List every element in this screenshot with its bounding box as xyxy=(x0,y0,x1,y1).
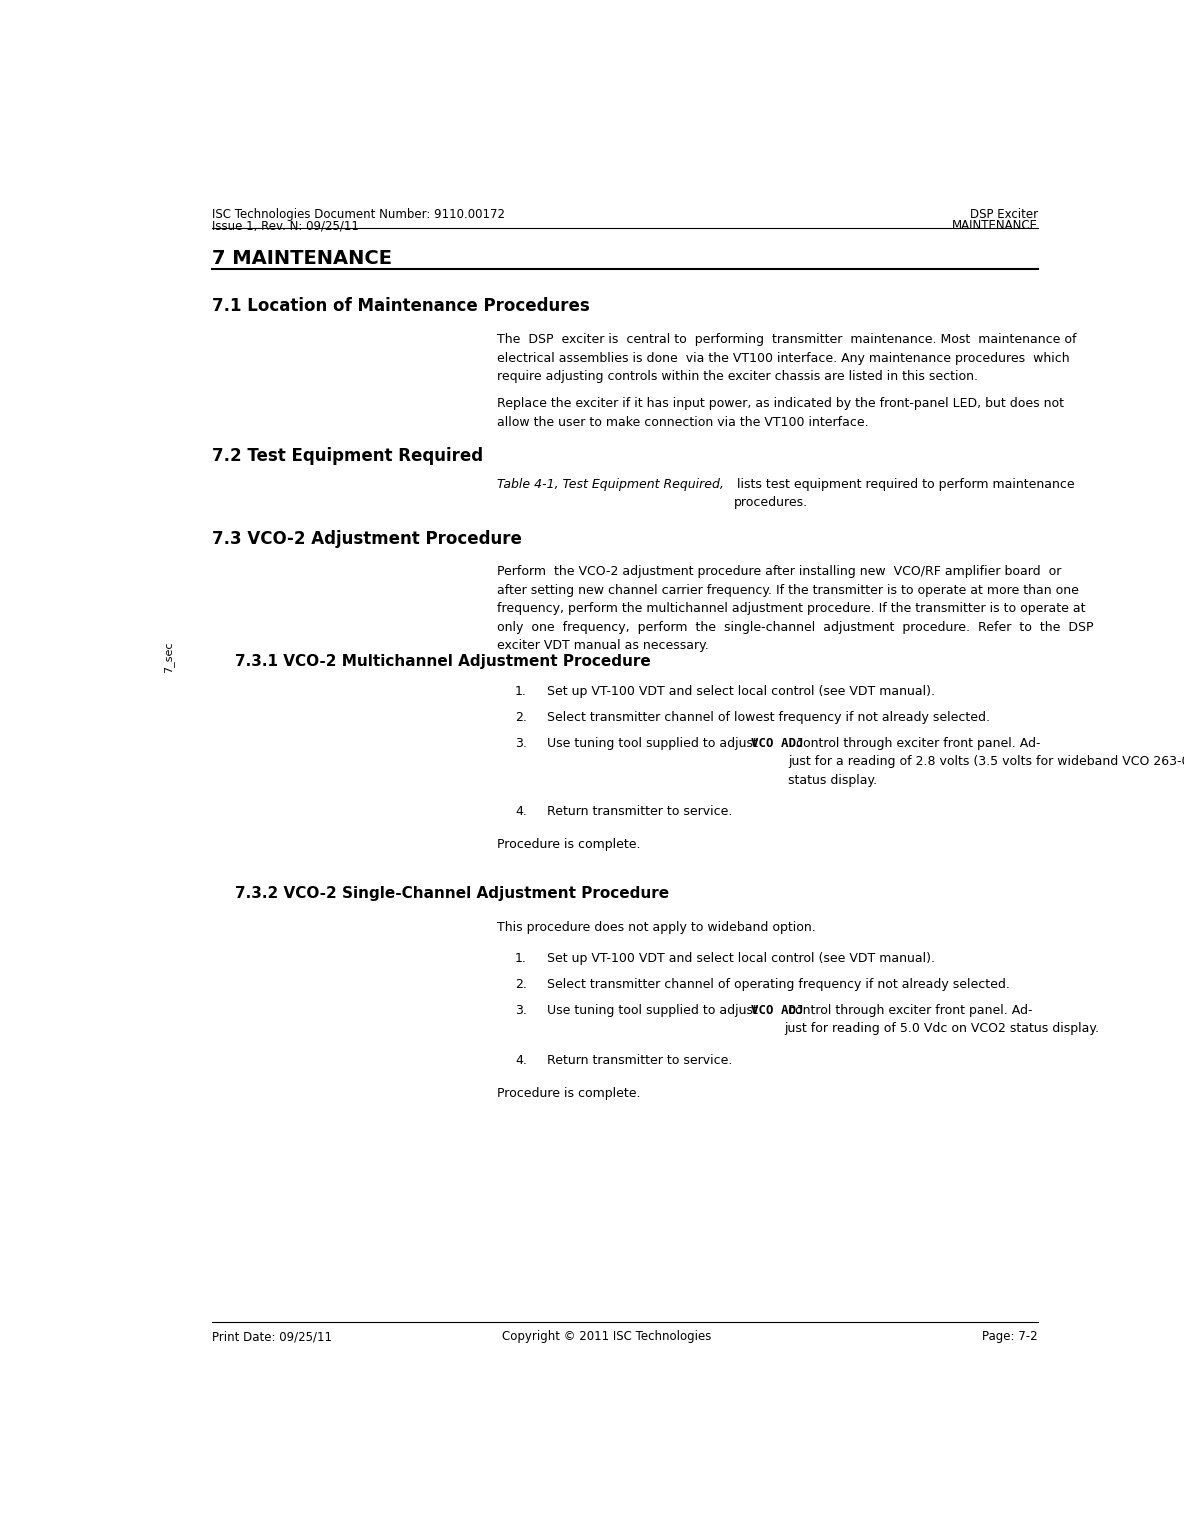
Text: 2.: 2. xyxy=(515,978,527,991)
Text: control through exciter front panel. Ad-
just for reading of 5.0 Vdc on VCO2 sta: control through exciter front panel. Ad-… xyxy=(784,1005,1099,1035)
Text: 2.: 2. xyxy=(515,711,527,723)
Text: 3.: 3. xyxy=(515,1005,527,1017)
Text: 7_sec: 7_sec xyxy=(162,642,174,673)
Text: lists test equipment required to perform maintenance
procedures.: lists test equipment required to perform… xyxy=(733,478,1075,508)
Text: DSP Exciter: DSP Exciter xyxy=(970,207,1038,221)
Text: control through exciter front panel. Ad-
just for a reading of 2.8 volts (3.5 vo: control through exciter front panel. Ad-… xyxy=(789,737,1184,786)
Text: Perform  the VCO-2 adjustment procedure after installing new  VCO/RF amplifier b: Perform the VCO-2 adjustment procedure a… xyxy=(497,565,1093,653)
Text: Table 4-1, Test Equipment Required,: Table 4-1, Test Equipment Required, xyxy=(497,478,723,490)
Text: 7.2 Test Equipment Required: 7.2 Test Equipment Required xyxy=(212,447,483,465)
Text: This procedure does not apply to wideband option.: This procedure does not apply to wideban… xyxy=(497,922,816,934)
Text: 7 MAINTENANCE: 7 MAINTENANCE xyxy=(212,249,392,269)
Text: Page: 7-2: Page: 7-2 xyxy=(983,1330,1038,1344)
Text: Set up VT-100 VDT and select local control (see VDT manual).: Set up VT-100 VDT and select local contr… xyxy=(547,952,935,965)
Text: Print Date: 09/25/11: Print Date: 09/25/11 xyxy=(212,1330,333,1344)
Text: The  DSP  exciter is  central to  performing  transmitter  maintenance. Most  ma: The DSP exciter is central to performing… xyxy=(497,333,1076,384)
Text: Set up VT-100 VDT and select local control (see VDT manual).: Set up VT-100 VDT and select local contr… xyxy=(547,685,935,697)
Text: ISC Technologies Document Number: 9110.00172: ISC Technologies Document Number: 9110.0… xyxy=(212,207,506,221)
Text: Copyright © 2011 ISC Technologies: Copyright © 2011 ISC Technologies xyxy=(502,1330,712,1344)
Text: Use tuning tool supplied to adjust: Use tuning tool supplied to adjust xyxy=(547,1005,762,1017)
Text: MAINTENANCE: MAINTENANCE xyxy=(952,220,1038,232)
Text: Select transmitter channel of lowest frequency if not already selected.: Select transmitter channel of lowest fre… xyxy=(547,711,990,723)
Text: Select transmitter channel of operating frequency if not already selected.: Select transmitter channel of operating … xyxy=(547,978,1010,991)
Text: Return transmitter to service.: Return transmitter to service. xyxy=(547,1054,733,1066)
Text: 3.: 3. xyxy=(515,737,527,750)
Text: Procedure is complete.: Procedure is complete. xyxy=(497,1087,641,1100)
Text: VCO ADJ: VCO ADJ xyxy=(751,1005,804,1017)
Text: 1.: 1. xyxy=(515,952,527,965)
Text: Procedure is complete.: Procedure is complete. xyxy=(497,839,641,851)
Text: 7.3.2 VCO-2 Single-Channel Adjustment Procedure: 7.3.2 VCO-2 Single-Channel Adjustment Pr… xyxy=(236,886,669,900)
Text: 4.: 4. xyxy=(515,1054,527,1066)
Text: VCO ADJ: VCO ADJ xyxy=(751,737,804,750)
Text: Issue 1, Rev. N: 09/25/11: Issue 1, Rev. N: 09/25/11 xyxy=(212,220,359,232)
Text: Use tuning tool supplied to adjust: Use tuning tool supplied to adjust xyxy=(547,737,762,750)
Text: 7.1 Location of Maintenance Procedures: 7.1 Location of Maintenance Procedures xyxy=(212,296,590,315)
Text: 7.3 VCO-2 Adjustment Procedure: 7.3 VCO-2 Adjustment Procedure xyxy=(212,530,522,548)
Text: 7.3.1 VCO-2 Multichannel Adjustment Procedure: 7.3.1 VCO-2 Multichannel Adjustment Proc… xyxy=(236,654,651,668)
Text: Replace the exciter if it has input power, as indicated by the front-panel LED, : Replace the exciter if it has input powe… xyxy=(497,398,1063,429)
Text: Return transmitter to service.: Return transmitter to service. xyxy=(547,805,733,819)
Text: 4.: 4. xyxy=(515,805,527,819)
Text: 1.: 1. xyxy=(515,685,527,697)
